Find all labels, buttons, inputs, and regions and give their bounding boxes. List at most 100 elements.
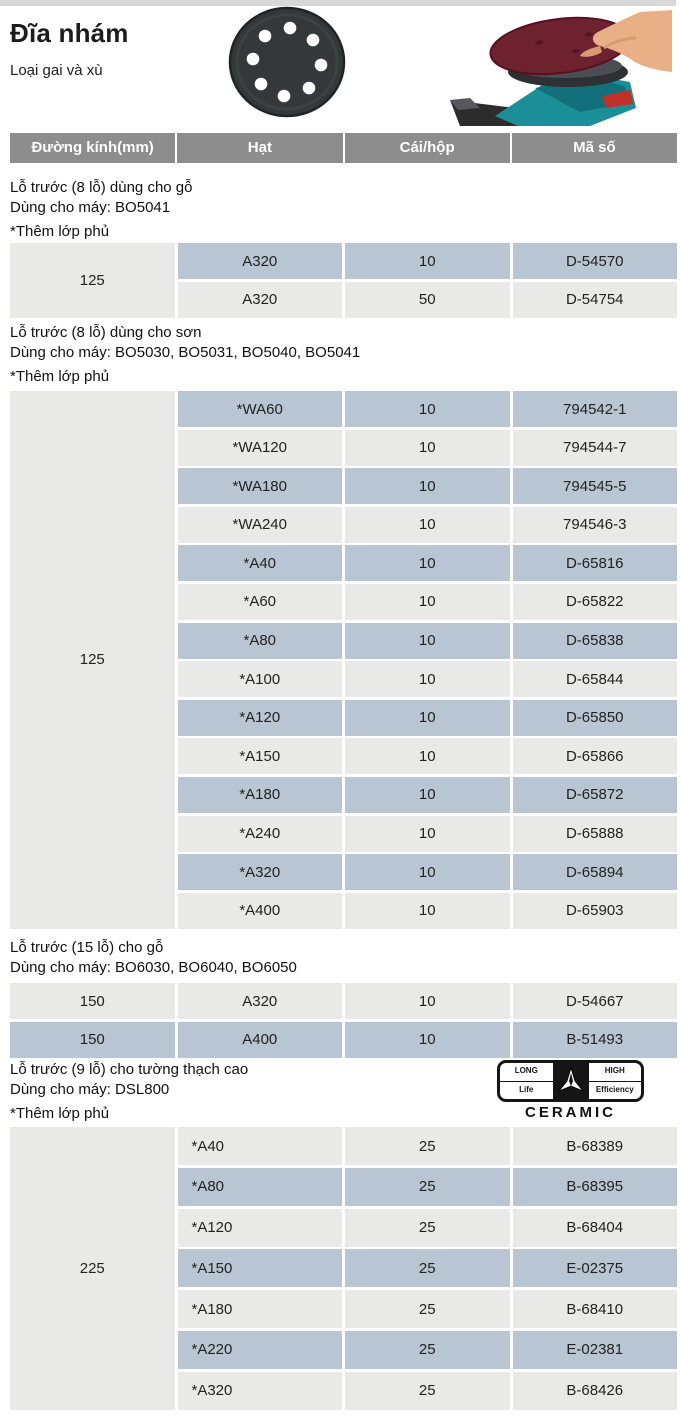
per-box-cell: 10: [345, 699, 510, 736]
per-box-cell: 25: [345, 1127, 510, 1165]
per-box-cell: 10: [345, 661, 510, 698]
grit-cell: *A120: [177, 699, 342, 736]
section-heading-line: Lỗ trước (9 lỗ) cho tường thạch cao: [10, 1061, 249, 1078]
grit-cell: *A80: [177, 1167, 342, 1206]
per-box-cell: 10: [345, 892, 510, 929]
badge-efficiency-label: Efficiency: [595, 1084, 634, 1094]
code-cell: B-68389: [512, 1127, 677, 1165]
sander-photo: [450, 10, 672, 126]
per-box-cell: 10: [345, 468, 510, 505]
grit-cell: *A150: [177, 738, 342, 775]
per-box-cell: 10: [345, 583, 510, 620]
per-box-cell: 10: [345, 738, 510, 775]
section-heading-line: Lỗ trước (8 lỗ) dùng cho gỗ: [10, 179, 193, 196]
code-cell: B-51493: [512, 1021, 677, 1058]
code-cell: E-02381: [512, 1330, 677, 1369]
grit-cell: *A400: [177, 892, 342, 929]
table-8-holes-paint: 125 *WA60 10 794542-1 *WA120 10 794544-7 *WA180…: [10, 391, 677, 929]
ceramic-badge-right: HIGH Efficiency: [588, 1063, 641, 1099]
section-heading: Lỗ trước (15 lỗ) cho gỗ Dùng cho máy: BO6…: [10, 938, 297, 978]
grit-cell: A320: [177, 983, 342, 1019]
section-heading-line: Dùng cho máy: BO5030, BO5031, BO5040, BO…: [10, 344, 361, 361]
diameter-cell: 150: [10, 983, 175, 1019]
header-grit: Hạt: [177, 133, 343, 163]
ceramic-badge: LONG Life HIGH Efficiency CERAMIC: [497, 1060, 644, 1121]
grit-cell: *A80: [177, 622, 342, 659]
code-cell: B-68395: [512, 1167, 677, 1206]
code-cell: D-65872: [512, 776, 677, 813]
code-cell: D-54667: [512, 983, 677, 1019]
code-cell: D-65838: [512, 622, 677, 659]
grit-cell: *A120: [177, 1208, 342, 1247]
per-box-cell: 10: [345, 1021, 510, 1058]
per-box-cell: 10: [345, 622, 510, 659]
grit-cell: *WA180: [177, 468, 342, 505]
per-box-cell: 25: [345, 1208, 510, 1247]
ceramic-badge-left: LONG Life: [500, 1063, 553, 1099]
code-cell: D-65903: [512, 892, 677, 929]
code-cell: D-65888: [512, 815, 677, 852]
per-box-cell: 10: [345, 776, 510, 813]
grit-cell: *A150: [177, 1249, 342, 1288]
star-icon: [552, 1063, 589, 1099]
code-cell: 794544-7: [512, 429, 677, 466]
code-cell: D-65850: [512, 699, 677, 736]
per-box-cell: 10: [345, 243, 510, 279]
per-box-cell: 10: [345, 545, 510, 582]
grit-cell: *A320: [177, 1371, 342, 1410]
section-heading: Lỗ trước (8 lỗ) dùng cho sơn Dùng cho máy…: [10, 323, 360, 387]
code-cell: D-65816: [512, 545, 677, 582]
code-cell: D-65822: [512, 583, 677, 620]
grit-cell: *WA240: [177, 506, 342, 543]
table-header: Đường kính(mm) Hạt Cái/hộp Mã số: [10, 133, 677, 163]
grit-cell: A320: [177, 243, 342, 279]
code-cell: E-02375: [512, 1249, 677, 1288]
section-heading-line: Dùng cho máy: BO5041: [10, 199, 171, 216]
sanding-disc-image: [228, 6, 346, 118]
grit-cell: *A100: [177, 661, 342, 698]
code-cell: B-68410: [512, 1290, 677, 1329]
grit-cell: A320: [177, 281, 342, 318]
code-cell: D-65844: [512, 661, 677, 698]
per-box-cell: 50: [345, 281, 510, 318]
per-box-cell: 25: [345, 1249, 510, 1288]
section-heading-line: *Thêm lớp phủ: [10, 223, 110, 240]
per-box-cell: 10: [345, 815, 510, 852]
section-heading-line: Lỗ trước (8 lỗ) dùng cho sơn: [10, 324, 202, 341]
section-heading-line: *Thêm lớp phủ: [10, 1105, 110, 1122]
grit-cell: *A220: [177, 1330, 342, 1369]
section-heading-line: *Thêm lớp phủ: [10, 368, 110, 385]
grit-cell: A400: [177, 1021, 342, 1058]
section-heading-line: Lỗ trước (15 lỗ) cho gỗ: [10, 939, 164, 956]
code-cell: D-65894: [512, 854, 677, 891]
code-cell: 794546-3: [512, 506, 677, 543]
per-box-cell: 25: [345, 1167, 510, 1206]
per-box-cell: 25: [345, 1371, 510, 1410]
grit-cell: *A180: [177, 1290, 342, 1329]
page-title: Đĩa nhám: [10, 18, 129, 48]
per-box-cell: 25: [345, 1330, 510, 1369]
ceramic-label: CERAMIC: [525, 1104, 616, 1121]
section-heading-line: Dùng cho máy: BO6030, BO6040, BO6050: [10, 959, 297, 976]
page-subtitle: Loại gai và xù: [10, 62, 103, 79]
per-box-cell: 10: [345, 983, 510, 1019]
grit-cell: *A240: [177, 815, 342, 852]
code-cell: B-68426: [512, 1371, 677, 1410]
badge-long-label: LONG: [500, 1063, 553, 1082]
diameter-cell: 125: [10, 391, 175, 929]
per-box-cell: 10: [345, 854, 510, 891]
section-heading: Lỗ trước (9 lỗ) cho tường thạch cao Dùng …: [10, 1060, 490, 1124]
header-code: Mã số: [511, 133, 677, 163]
per-box-cell: 10: [345, 506, 510, 543]
per-box-cell: 10: [345, 429, 510, 466]
table-15-holes-wood: 150 A320 10 D-54667 150 A400 10 B-51493: [10, 983, 677, 1058]
badge-life-label: Life: [519, 1084, 534, 1094]
diameter-cell: 225: [10, 1127, 175, 1410]
grit-cell: *A40: [177, 545, 342, 582]
grit-cell: *WA60: [177, 391, 342, 427]
grit-cell: *A320: [177, 854, 342, 891]
section-heading-line: Dùng cho máy: DSL800: [10, 1081, 170, 1098]
code-cell: B-68404: [512, 1208, 677, 1247]
header-diameter: Đường kính(mm): [10, 133, 176, 163]
